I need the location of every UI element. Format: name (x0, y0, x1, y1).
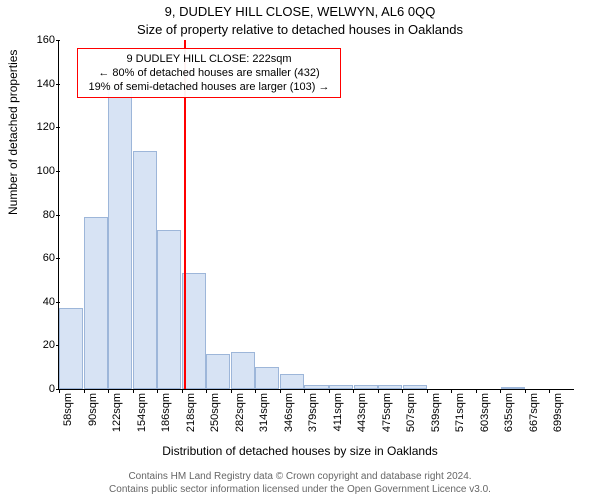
y-tick: 60 (25, 253, 59, 264)
x-tick: 58sqm (63, 389, 74, 426)
histogram-bar (280, 374, 304, 389)
x-tick: 411sqm (333, 389, 344, 431)
credits: Contains HM Land Registry data © Crown c… (0, 470, 600, 496)
x-tick: 282sqm (235, 389, 246, 432)
x-tick: 507sqm (406, 389, 417, 432)
x-tick: 635sqm (504, 389, 515, 432)
x-tick: 475sqm (382, 389, 393, 432)
x-tick: 539sqm (431, 389, 442, 432)
x-tick-mark (378, 389, 379, 393)
x-tick-mark (108, 389, 109, 393)
x-tick: 443sqm (357, 389, 368, 432)
y-tick: 80 (25, 210, 59, 221)
histogram-bar (206, 354, 230, 389)
y-axis-label: Number of detached properties (6, 50, 20, 215)
y-tick: 140 (25, 79, 59, 90)
main-title: 9, DUDLEY HILL CLOSE, WELWYN, AL6 0QQ (0, 4, 600, 19)
y-tick: 160 (25, 35, 59, 46)
x-tick: 603sqm (480, 389, 491, 432)
x-tick-mark (231, 389, 232, 393)
x-tick: 346sqm (284, 389, 295, 432)
annotation-line: 19% of semi-detached houses are larger (… (84, 80, 334, 94)
annotation-line: 9 DUDLEY HILL CLOSE: 222sqm (84, 52, 334, 66)
x-tick-mark (133, 389, 134, 393)
y-tick: 0 (25, 384, 59, 395)
histogram-bar (84, 217, 108, 389)
plot-area: 02040608010012014016058sqm90sqm122sqm154… (58, 40, 574, 390)
chart-container: 9, DUDLEY HILL CLOSE, WELWYN, AL6 0QQ Si… (0, 0, 600, 500)
x-tick-mark (206, 389, 207, 393)
annotation-line: ← 80% of detached houses are smaller (43… (84, 66, 334, 80)
x-tick-mark (353, 389, 354, 393)
x-tick-mark (402, 389, 403, 393)
x-tick: 218sqm (186, 389, 197, 432)
credits-line-1: Contains HM Land Registry data © Crown c… (0, 470, 600, 483)
histogram-bar (108, 88, 132, 389)
x-tick-mark (549, 389, 550, 393)
y-tick: 40 (25, 297, 59, 308)
credits-line-2: Contains public sector information licen… (0, 483, 600, 496)
x-tick: 379sqm (308, 389, 319, 432)
annotation-box: 9 DUDLEY HILL CLOSE: 222sqm← 80% of deta… (77, 48, 341, 98)
x-tick-mark (304, 389, 305, 393)
histogram-bar (59, 308, 83, 389)
x-tick-mark (255, 389, 256, 393)
x-tick-mark (525, 389, 526, 393)
x-tick-mark (280, 389, 281, 393)
x-tick-mark (500, 389, 501, 393)
x-tick-mark (329, 389, 330, 393)
x-tick: 314sqm (259, 389, 270, 432)
sub-title: Size of property relative to detached ho… (0, 22, 600, 37)
x-tick-mark (182, 389, 183, 393)
x-tick: 571sqm (455, 389, 466, 432)
x-tick: 122sqm (112, 389, 123, 432)
x-tick: 250sqm (210, 389, 221, 432)
x-tick: 90sqm (88, 389, 99, 426)
x-axis-label: Distribution of detached houses by size … (0, 444, 600, 458)
y-tick: 120 (25, 122, 59, 133)
x-tick-mark (84, 389, 85, 393)
y-tick: 100 (25, 166, 59, 177)
x-tick-mark (476, 389, 477, 393)
x-tick-mark (59, 389, 60, 393)
x-tick-mark (427, 389, 428, 393)
x-tick-mark (451, 389, 452, 393)
histogram-bar (133, 151, 157, 389)
histogram-bar (231, 352, 255, 389)
x-tick: 186sqm (161, 389, 172, 432)
x-tick: 154sqm (137, 389, 148, 432)
histogram-bar (157, 230, 181, 389)
x-tick-mark (157, 389, 158, 393)
y-tick: 20 (25, 340, 59, 351)
x-tick: 699sqm (553, 389, 564, 432)
histogram-bar (255, 367, 279, 389)
x-tick: 667sqm (529, 389, 540, 432)
